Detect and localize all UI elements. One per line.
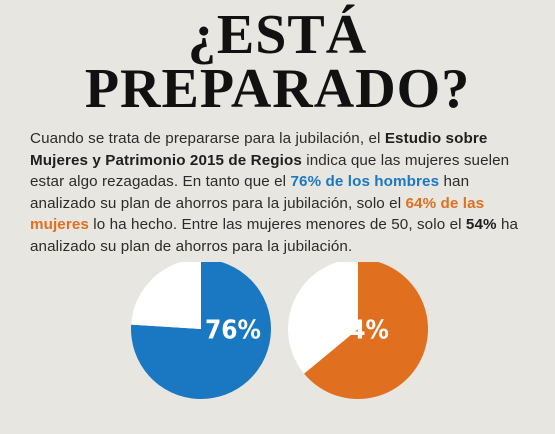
- study-name: Estudio sobre Mujeres y Patrimonio 2015 …: [30, 130, 488, 169]
- paragraph-text-1: Cuando se trata de prepararse para la ju…: [30, 130, 385, 147]
- pie-chart-women: 64%: [287, 262, 428, 399]
- page-title: ¿ESTÁ PREPARADO?: [0, 4, 555, 120]
- pie-chart-men: 76%: [131, 262, 271, 399]
- paragraph-text-3: han analizado su plan de ahorros para la…: [30, 173, 470, 212]
- men-stat: 76% de los hombres: [290, 173, 440, 191]
- pie-charts: 76% 64%: [131, 262, 428, 399]
- intro-paragraph: Cuando se trata de prepararse para la ju…: [30, 128, 530, 258]
- men-pie-label: 76%: [205, 316, 261, 346]
- paragraph-text-5: ha analizado su plan de ahorros para la …: [30, 216, 519, 255]
- paragraph-text-2: indica que las mujeres suelen estar algo…: [30, 151, 510, 191]
- men-pie-remainder: [131, 262, 201, 329]
- women-pie-remainder: [287, 262, 358, 374]
- title-line-2: PREPARADO?: [84, 58, 471, 120]
- women-pie-label: 64%: [333, 316, 389, 346]
- men-pie-slice: [131, 262, 271, 399]
- women-stat: 64% de las mujeres: [30, 194, 485, 234]
- women-pie-slice: [304, 262, 428, 399]
- paragraph-text-4: lo ha hecho. Entre las mujeres menores d…: [88, 216, 466, 234]
- under50-stat: 54%: [465, 216, 497, 234]
- title-line-1: ¿ESTÁ: [187, 4, 368, 66]
